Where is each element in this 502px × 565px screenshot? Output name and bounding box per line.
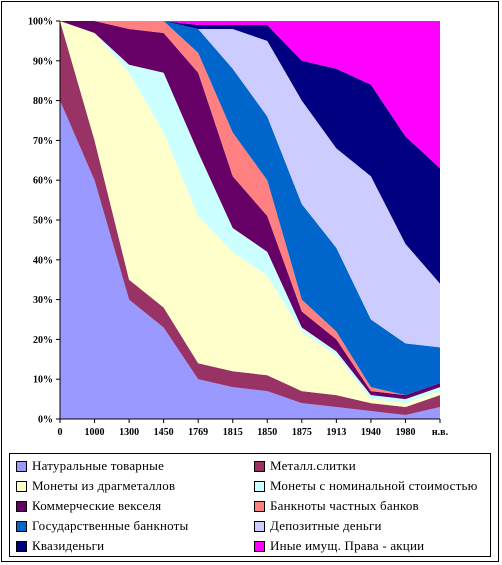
x-tick-label: 0 [58, 427, 63, 438]
legend-swatch [254, 500, 265, 512]
x-tick-label: 1450 [154, 427, 174, 438]
legend-item-8: Депозитные деньги [254, 517, 382, 535]
legend-swatch [16, 540, 27, 552]
y-tick-label: 70% [33, 136, 53, 147]
legend-swatch [16, 500, 27, 512]
area-series-5 [60, 21, 440, 400]
x-tick-label: 1980 [395, 427, 415, 438]
legend-swatch [254, 520, 265, 532]
legend-swatch [254, 540, 265, 552]
legend-label: Монеты из драгметаллов [32, 478, 176, 493]
area-series-2 [60, 21, 440, 416]
x-tick-label: н.в. [432, 427, 449, 438]
x-tick-label: 1769 [188, 427, 208, 438]
y-tick-label: 100% [28, 17, 53, 28]
x-tick-label: 1000 [85, 427, 105, 438]
y-tick-label: 10% [33, 375, 53, 386]
legend-label: Коммерческие векселя [32, 498, 162, 513]
x-tick-label: 1875 [292, 427, 312, 438]
axes-group [56, 20, 441, 423]
legend-item-10: Иные имущ. Права - акции [254, 537, 424, 555]
legend-label: Банкноты частных банков [270, 498, 419, 513]
x-tick-label: 1913 [326, 427, 346, 438]
y-tick-label: 20% [33, 335, 53, 346]
legend-swatch [16, 460, 27, 472]
y-tick-label: 50% [33, 216, 53, 227]
legend-item-3: Монеты из драгметаллов [16, 477, 175, 495]
area-series-4 [60, 21, 440, 404]
legend-item-6: Банкноты частных банков [254, 497, 419, 515]
y-tick-label: 0% [38, 415, 53, 426]
legend-item-9: Квазиденьги [16, 537, 104, 555]
x-tick-label: 1940 [361, 427, 381, 438]
area-series-9 [60, 21, 440, 284]
y-tick-label: 80% [33, 96, 53, 107]
legend-label: Монеты с номинальной стоимостью [270, 478, 478, 493]
y-tick-label: 60% [33, 176, 53, 187]
legend-label: Квазиденьги [32, 538, 105, 553]
x-tick-label: 1815 [223, 427, 243, 438]
legend-label: Депозитные деньги [270, 518, 382, 533]
tick-labels-group: 0% 10% 20% 30% 40% 50% 60% 70% 80% 90% 100% 0 1000 13… [28, 17, 449, 439]
legend-item-5: Коммерческие векселя [16, 497, 161, 515]
x-tick-label: 1300 [119, 427, 139, 438]
legend-swatch [254, 480, 265, 492]
legend: Натуральные товарные Металл.слитки Монеты … [9, 453, 491, 557]
legend-label: Металл.слитки [270, 458, 356, 473]
area-series-1 [60, 100, 440, 419]
legend-swatch [254, 460, 265, 472]
legend-swatch [16, 480, 27, 492]
legend-item-2: Металл.слитки [254, 457, 356, 475]
y-tick-label: 30% [33, 295, 53, 306]
area-series-3 [60, 21, 440, 408]
legend-item-7: Государственные банкноты [16, 517, 188, 535]
area-series-group [60, 21, 440, 419]
legend-item-4: Монеты с номинальной стоимостью [254, 477, 478, 495]
legend-item-1: Натуральные товарные [16, 457, 164, 475]
legend-label: Натуральные товарные [32, 458, 165, 473]
legend-label: Иные имущ. Права - акции [270, 538, 425, 553]
area-series-7 [60, 21, 440, 396]
area-series-8 [60, 21, 440, 348]
y-tick-label: 40% [33, 255, 53, 266]
legend-label: Государственные банкноты [32, 518, 189, 533]
legend-swatch [16, 520, 27, 532]
x-tick-label: 1850 [257, 427, 277, 438]
y-tick-label: 90% [33, 56, 53, 67]
area-series-10 [60, 21, 440, 169]
